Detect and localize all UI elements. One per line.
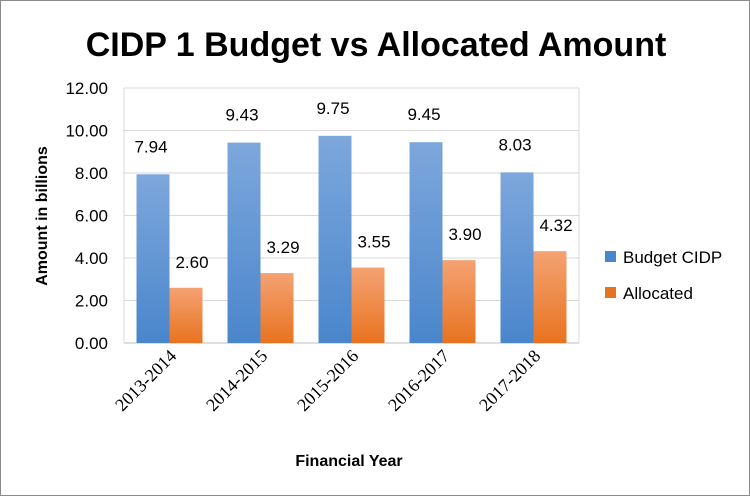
data-label-budget-2017-2018: 8.03	[498, 135, 531, 154]
y-tick-label: 4.00	[75, 249, 108, 268]
data-label-allocated-2013-2014: 2.60	[175, 253, 208, 272]
data-label-allocated-2015-2016: 3.55	[357, 233, 390, 252]
x-tick-label: 2015-2016	[293, 346, 362, 415]
data-label-budget-2013-2014: 7.94	[134, 137, 167, 156]
y-tick-label: 10.00	[65, 122, 108, 141]
y-tick-label: 8.00	[75, 164, 108, 183]
bar-allocated-2014-2015	[260, 273, 294, 343]
bar-budget-2015-2016	[318, 135, 352, 343]
legend-label-budget: Budget CIDP	[623, 248, 722, 267]
data-labels-group: 7.94 2.60 9.43 3.29 9.75 3.55 9.45 3.90 8.03 4.32	[134, 99, 572, 272]
chart-title: CIDP 1 Budget vs Allocated Amount	[86, 26, 667, 64]
y-axis-title: Amount in billions	[34, 146, 51, 286]
data-label-budget-2016-2017: 9.45	[407, 105, 440, 124]
x-tick-label: 2013-2014	[111, 346, 180, 415]
bar-budget-2013-2014	[136, 174, 170, 343]
y-tick-label: 6.00	[75, 207, 108, 226]
legend: Budget CIDP Allocated	[605, 248, 722, 303]
y-tick-label: 12.00	[65, 79, 108, 98]
x-tick-labels: 2013-2014 2014-2015 2015-2016 2016-2017 2017…	[111, 346, 544, 415]
data-label-budget-2015-2016: 9.75	[316, 99, 349, 118]
bar-budget-2014-2015	[227, 142, 261, 343]
bar-allocated-2013-2014	[169, 287, 203, 343]
legend-swatch-allocated	[605, 287, 616, 298]
legend-swatch-budget	[605, 251, 616, 262]
bar-allocated-2017-2018	[533, 251, 567, 343]
data-label-allocated-2014-2015: 3.29	[266, 238, 299, 257]
y-tick-labels: 0.00 2.00 4.00 6.00 8.00 10.00 12.00	[65, 79, 108, 353]
x-axis-title: Financial Year	[295, 453, 402, 470]
legend-label-allocated: Allocated	[623, 284, 693, 303]
bar-budget-2017-2018	[500, 172, 534, 343]
bar-budget-2016-2017	[409, 142, 443, 343]
data-label-allocated-2016-2017: 3.90	[448, 225, 481, 244]
data-label-allocated-2017-2018: 4.32	[539, 216, 572, 235]
bar-allocated-2016-2017	[442, 260, 476, 343]
x-tick-label: 2016-2017	[384, 346, 453, 415]
y-tick-label: 2.00	[75, 292, 108, 311]
bars-group	[136, 135, 567, 343]
bar-allocated-2015-2016	[351, 267, 385, 343]
x-tick-label: 2014-2015	[202, 346, 271, 415]
data-label-budget-2014-2015: 9.43	[225, 106, 258, 125]
x-tick-label: 2017-2018	[475, 346, 544, 415]
y-tick-label: 0.00	[75, 334, 108, 353]
